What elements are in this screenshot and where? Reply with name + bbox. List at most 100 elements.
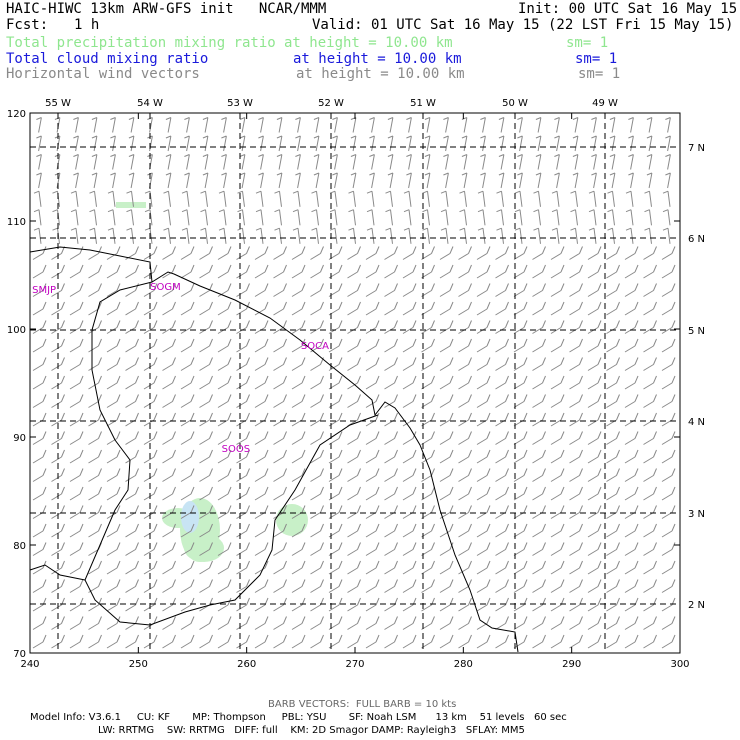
- wind-barb: [458, 283, 472, 297]
- wind-barb: [311, 227, 319, 244]
- wind-barb: [295, 154, 301, 170]
- wind-barb: [458, 468, 472, 482]
- wind-barb: [644, 209, 652, 226]
- wind-barb: [384, 523, 398, 538]
- wind-barb: [476, 394, 491, 408]
- wind-barb: [365, 394, 380, 408]
- wind-barb: [236, 560, 250, 575]
- wind-barb: [517, 117, 523, 133]
- wind-barb: [32, 616, 47, 630]
- wind-barb: [180, 542, 195, 556]
- wind-barb: [606, 357, 620, 371]
- wind-barb: [476, 468, 491, 482]
- wind-barb: [624, 357, 639, 371]
- wind-barb: [495, 338, 509, 353]
- wind-barb: [106, 579, 121, 593]
- wind-barb: [107, 190, 116, 207]
- wind-barb: [88, 283, 102, 297]
- field-name-cloud: Total cloud mixing ratio: [6, 51, 209, 67]
- wind-barb: [310, 505, 324, 519]
- wind-barb: [402, 283, 417, 297]
- wind-barb: [495, 616, 509, 630]
- wind-barb: [569, 449, 583, 464]
- wind-barb: [643, 375, 657, 390]
- wind-barb: [69, 486, 84, 501]
- wind-barb: [661, 264, 676, 279]
- wind-barb: [365, 449, 380, 464]
- wind-barb: [461, 135, 468, 152]
- wind-barb: [310, 579, 324, 593]
- wind-barb: [51, 634, 65, 649]
- wind-barb: [69, 246, 84, 260]
- wind-barb: [106, 375, 121, 390]
- wind-barb: [384, 634, 398, 649]
- station-label: SOGM: [150, 282, 181, 293]
- wind-barb: [180, 449, 195, 464]
- wind-barb: [347, 486, 361, 501]
- wind-barb: [273, 283, 287, 297]
- wind-barb: [643, 301, 657, 316]
- wind-barb: [310, 412, 324, 427]
- wind-barb: [199, 431, 213, 445]
- wind-barb: [165, 172, 172, 189]
- wind-barb: [274, 227, 282, 244]
- wind-barb: [310, 560, 324, 575]
- wind-barb: [218, 227, 227, 244]
- wind-barb: [217, 486, 232, 501]
- wind-barb: [643, 634, 657, 649]
- wind-barb: [125, 542, 139, 556]
- wind-barb: [439, 449, 454, 464]
- wind-barb: [313, 154, 320, 170]
- wind-barb: [624, 505, 639, 519]
- wind-barb: [477, 227, 486, 244]
- wind-barb: [143, 486, 158, 501]
- wind-barb: [439, 320, 454, 334]
- model-info-line1: Model Info: V3.6.1 CU: KF MP: Thompson P…: [30, 712, 567, 723]
- wind-barb: [88, 246, 102, 260]
- wind-barb: [291, 357, 306, 371]
- wind-barb: [180, 634, 195, 649]
- wind-barb: [591, 117, 597, 133]
- wind-barb: [106, 283, 121, 297]
- wind-barb: [498, 154, 505, 170]
- wind-barb: [550, 431, 565, 445]
- wind-barb: [88, 523, 102, 538]
- wind-barb: [458, 394, 472, 408]
- wind-barb: [126, 190, 134, 207]
- wind-barb: [495, 246, 509, 260]
- wind-barb: [69, 394, 84, 408]
- wind-barb: [273, 246, 287, 260]
- wind-barb: [32, 542, 47, 556]
- wind-barb: [624, 301, 639, 316]
- wind-barb: [644, 190, 652, 207]
- wind-barb: [32, 579, 47, 593]
- wind-barb: [402, 246, 417, 260]
- wind-barb: [458, 431, 472, 445]
- wind-barb: [587, 468, 602, 482]
- wind-barb: [217, 505, 232, 519]
- wind-barb: [661, 301, 676, 316]
- wind-barb: [587, 523, 602, 538]
- wind-barb: [643, 449, 657, 464]
- station-labels: SMJP SOGM SOCA SOOS: [32, 282, 329, 455]
- wind-barb: [402, 486, 417, 501]
- wind-barb: [572, 117, 579, 133]
- wind-barb: [385, 227, 393, 244]
- barb-note: BARB VECTORS: FULL BARB = 10 kts: [268, 699, 457, 710]
- wind-barb: [310, 449, 324, 464]
- wind-barb: [606, 283, 620, 297]
- wind-barb: [550, 616, 565, 630]
- wind-barb: [143, 394, 158, 408]
- wind-barb: [624, 468, 639, 482]
- wind-barb: [495, 431, 509, 445]
- wind-barb: [587, 560, 602, 575]
- wind-barb: [624, 560, 639, 575]
- wind-barb: [514, 227, 523, 244]
- wind-barb: [32, 394, 47, 408]
- wind-barb: [69, 412, 84, 427]
- wind-barb: [199, 412, 213, 427]
- wind-barb: [258, 117, 264, 133]
- wind-barb: [476, 338, 491, 353]
- field-height-precip: at height = 10.00 km: [284, 35, 453, 51]
- wind-barb: [402, 431, 417, 445]
